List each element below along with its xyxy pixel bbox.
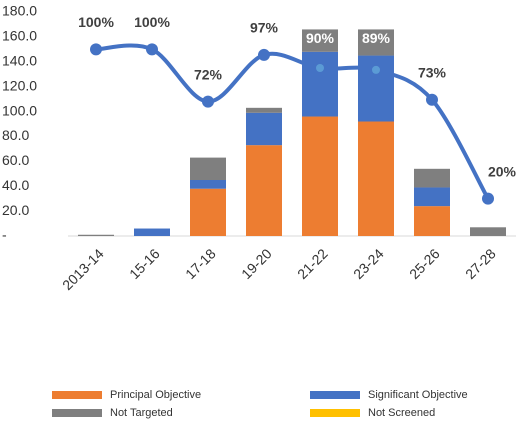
bar-segment [414, 168, 450, 188]
legend-label: Not Targeted [110, 407, 173, 419]
data-label: 100% [134, 14, 170, 30]
y-tick-label: 80.0 [2, 127, 29, 143]
bar-segment [246, 145, 282, 236]
data-label: 100% [78, 14, 114, 30]
bar-segment [246, 112, 282, 146]
x-tick-label: 23-24 [350, 245, 387, 282]
x-tick-label: 27-28 [462, 245, 499, 282]
line-marker [372, 65, 380, 74]
line-marker [202, 95, 214, 108]
data-label: 73% [418, 64, 447, 80]
data-label: 20% [488, 163, 517, 179]
y-tick-label: - [2, 227, 7, 243]
legend-label: Not Screened [368, 407, 435, 419]
bar-segment [358, 55, 394, 122]
line-marker [258, 48, 270, 61]
bar-segment [358, 121, 394, 236]
bar-segment [78, 234, 114, 236]
legend-label: Principal Objective [110, 389, 201, 401]
bar-segment [190, 180, 226, 189]
y-tick-label: 160.0 [2, 28, 37, 44]
y-tick-label: 180.0 [2, 3, 37, 19]
y-tick-label: 20.0 [2, 202, 29, 218]
y-tick-label: 40.0 [2, 177, 29, 193]
y-tick-label: 140.0 [2, 52, 37, 68]
bar-segment [246, 107, 282, 113]
line-marker [482, 192, 494, 205]
bar-segment [134, 228, 170, 236]
y-tick-label: 60.0 [2, 152, 29, 168]
data-label: 72% [194, 66, 223, 82]
bar-segment [190, 157, 226, 180]
legend-swatch [310, 409, 360, 417]
bar-segment [414, 206, 450, 236]
legend-swatch [52, 391, 102, 399]
bar-segment [190, 188, 226, 236]
bar-segment [302, 51, 338, 117]
x-tick-label: 25-26 [406, 245, 443, 282]
data-label: 90% [306, 30, 335, 46]
bar-segment [302, 116, 338, 236]
legend-swatch [310, 391, 360, 399]
y-tick-label: 120.0 [2, 77, 37, 93]
bar-segment [470, 227, 506, 236]
legend-swatch [52, 409, 102, 417]
line-marker [426, 93, 438, 106]
bar-segment [302, 29, 338, 52]
x-tick-label: 17-18 [182, 245, 219, 282]
line-marker [146, 43, 158, 56]
data-label: 89% [362, 30, 391, 46]
line-marker [90, 43, 102, 56]
y-tick-label: 100.0 [2, 102, 37, 118]
line-marker [316, 64, 324, 72]
x-tick-label: 19-20 [238, 245, 275, 282]
bar-segment [358, 29, 394, 56]
x-tick-label: 21-22 [294, 245, 331, 282]
data-label: 97% [250, 20, 279, 36]
x-tick-label: 15-16 [126, 245, 163, 282]
legend-label: Significant Objective [368, 389, 468, 401]
bar-segment [414, 187, 450, 207]
x-tick-label: 2013-14 [59, 245, 107, 293]
